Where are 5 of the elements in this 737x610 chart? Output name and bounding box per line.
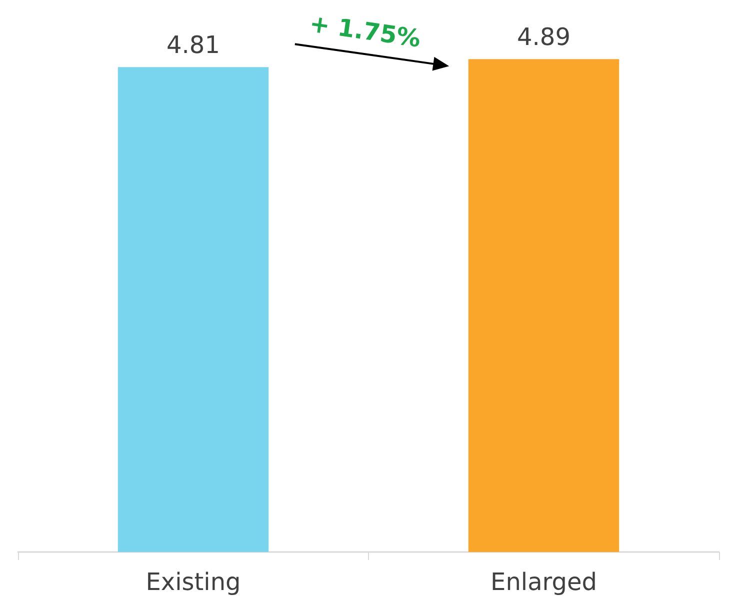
x-tick-label: Existing	[146, 568, 241, 596]
x-tick-label: Enlarged	[490, 568, 597, 596]
data-label: 4.89	[517, 23, 570, 52]
text: + 1.75%	[308, 9, 422, 53]
data-label: 4.81	[166, 31, 220, 60]
